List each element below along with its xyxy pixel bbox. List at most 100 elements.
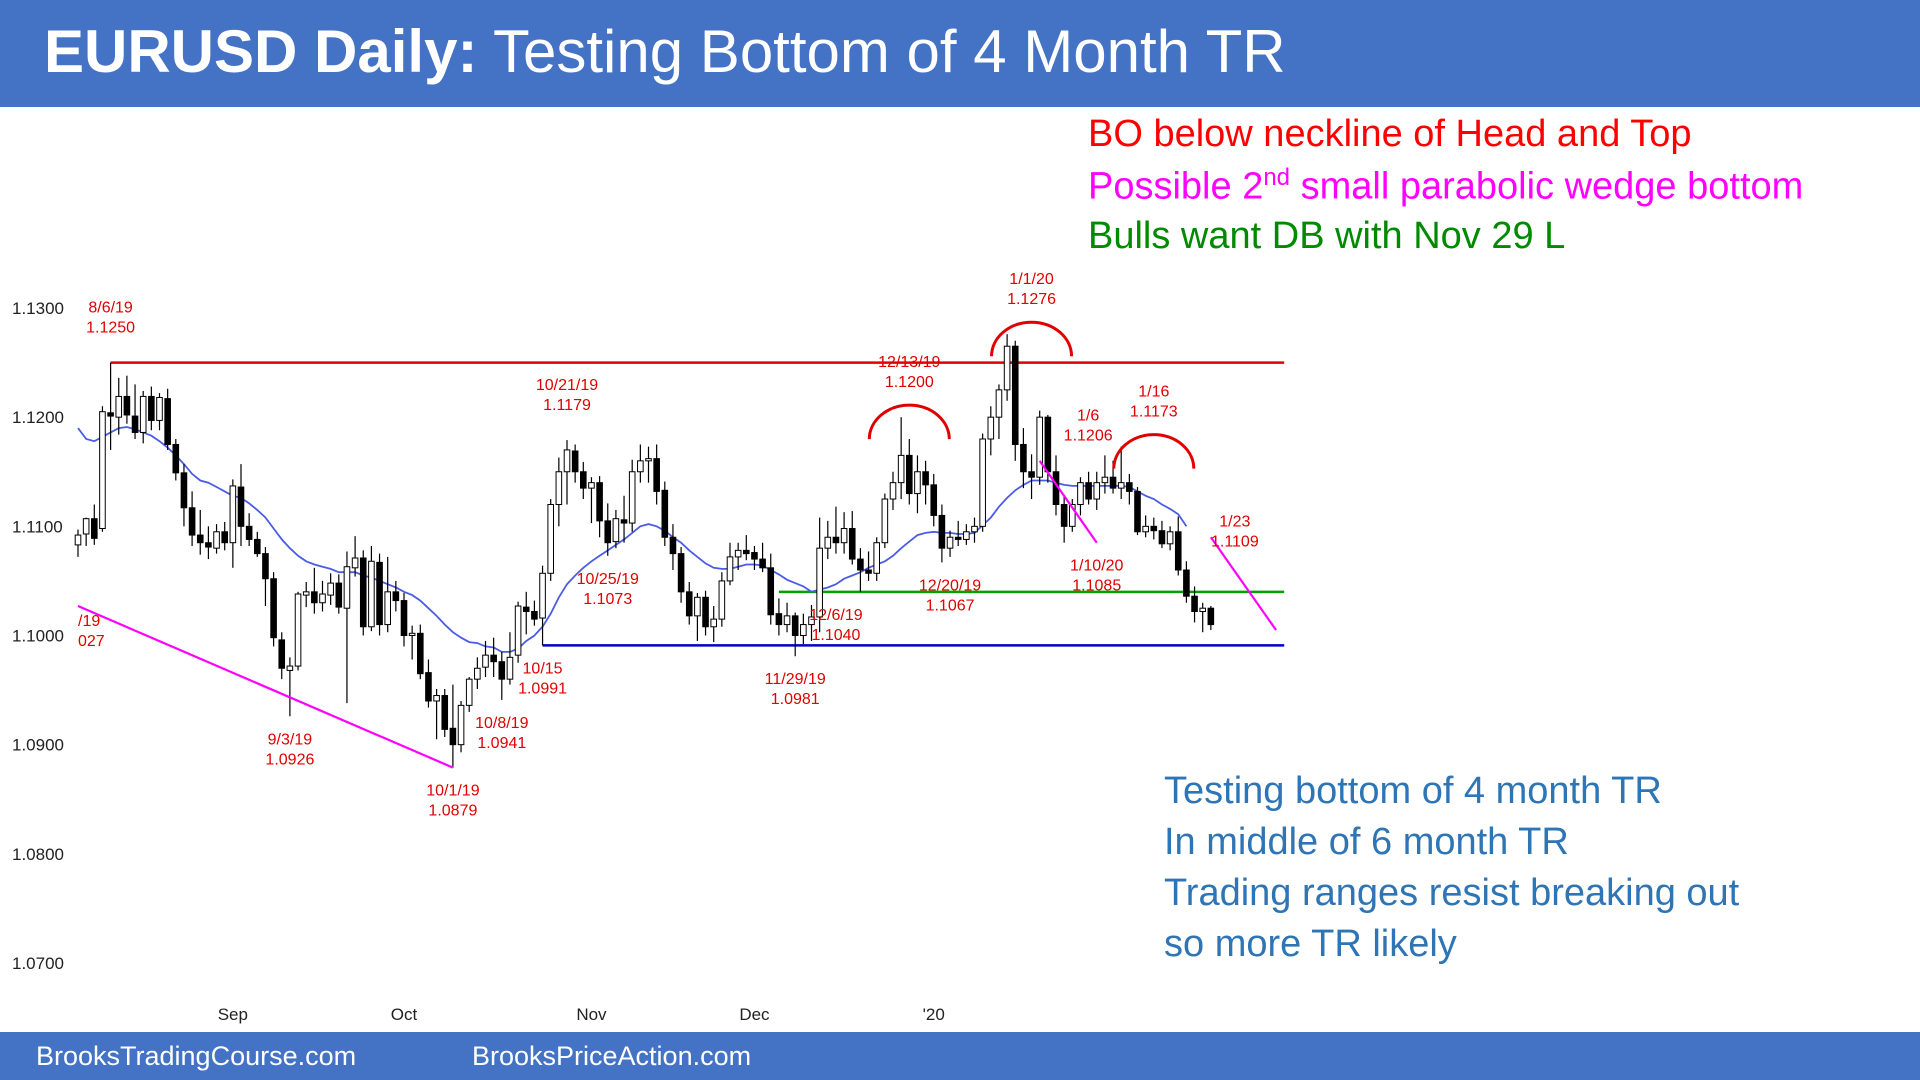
- candle-body: [270, 578, 277, 639]
- candle-body: [254, 538, 261, 555]
- swing-label: 1/1/20: [1009, 271, 1054, 288]
- candle-body: [824, 536, 832, 549]
- wedge-line: [1209, 536, 1277, 631]
- candle-body: [930, 484, 938, 516]
- y-tick-label: 1.1100: [12, 517, 63, 536]
- top-arc: [1112, 433, 1196, 469]
- candle-body: [563, 449, 571, 473]
- candle-body: [1142, 525, 1149, 533]
- candle-body: [832, 536, 840, 544]
- candle-body: [775, 613, 783, 626]
- candle-body: [734, 549, 742, 558]
- footer-link-trading-course[interactable]: BrooksTradingCourse.com: [36, 1041, 357, 1071]
- candle-body: [1117, 482, 1125, 489]
- candle-body: [685, 591, 693, 617]
- candle-body: [294, 593, 302, 667]
- note-text: In middle of 6 month TR: [1164, 821, 1569, 863]
- candle-body: [327, 582, 334, 596]
- candle-body: [262, 553, 269, 580]
- candle-body: [580, 471, 587, 489]
- candle-body: [449, 727, 457, 746]
- swing-label: 1/16: [1138, 384, 1169, 401]
- candle-body: [694, 596, 701, 617]
- candle-body: [156, 397, 163, 421]
- note-bottom-line-1: Testing bottom of 4 month TR: [1164, 770, 1662, 813]
- note-text: small parabolic wedge bottom: [1290, 165, 1804, 208]
- y-tick-label: 1.1300: [12, 299, 64, 318]
- swing-label: 1.1073: [583, 591, 632, 608]
- swing-label: 1.0991: [518, 680, 567, 697]
- candle-body: [620, 519, 628, 524]
- candle-body: [1166, 531, 1174, 545]
- swing-label: 8/6/19: [88, 300, 133, 317]
- x-tick-label: Sep: [218, 1005, 248, 1024]
- candle-body: [946, 536, 954, 549]
- candle-body: [718, 580, 726, 620]
- note-text: Bulls want DB with Nov 29 L: [1088, 215, 1566, 257]
- candle-body: [767, 567, 775, 616]
- candle-body: [400, 600, 408, 637]
- candle-body: [604, 520, 612, 544]
- candle-body: [1158, 530, 1166, 545]
- candle-body: [1207, 607, 1215, 626]
- candle-body: [107, 412, 114, 417]
- candle-body: [531, 610, 538, 620]
- note-bottom-line-3: Trading ranges resist breaking out: [1164, 872, 1740, 915]
- candle-body: [914, 471, 921, 495]
- candle-body: [343, 566, 351, 609]
- candle-body: [465, 678, 473, 706]
- candle-body: [702, 596, 709, 628]
- ema-line: [77, 426, 1188, 653]
- candle-body: [74, 534, 82, 546]
- candle-body: [1003, 345, 1011, 391]
- candle-body: [816, 547, 823, 618]
- candle-body: [588, 482, 595, 489]
- x-tick-label: Dec: [739, 1005, 770, 1024]
- candle-body: [865, 569, 872, 574]
- swing-label: 10/25/19: [577, 571, 639, 588]
- footer-link-price-action[interactable]: BrooksPriceAction.com: [472, 1041, 752, 1071]
- candle-body: [408, 632, 416, 636]
- candle-body: [1069, 504, 1076, 527]
- top-arc: [867, 403, 951, 440]
- note-text: Trading ranges resist breaking out: [1164, 872, 1740, 914]
- swing-label: 1.1200: [885, 374, 934, 391]
- swing-label: 1/10/20: [1070, 558, 1123, 575]
- swing-label: 9/3/19: [268, 731, 313, 748]
- swing-label: /19: [78, 613, 100, 630]
- candle-body: [148, 395, 155, 421]
- y-tick-label: 1.0900: [12, 736, 64, 755]
- x-tick-label: Oct: [391, 1005, 418, 1024]
- note-text: so more TR likely: [1164, 923, 1457, 965]
- swing-label: 1.0879: [428, 803, 477, 820]
- candle-body: [278, 639, 286, 669]
- swing-label: 1.0926: [265, 751, 314, 768]
- candle-body: [319, 593, 326, 604]
- candle-body: [131, 415, 139, 433]
- y-tick-label: 1.1200: [12, 408, 64, 427]
- x-tick-label: Nov: [576, 1005, 607, 1024]
- candle-body: [726, 556, 734, 582]
- candle-body: [221, 531, 228, 544]
- candle-body: [995, 389, 1003, 418]
- note-double-bottom: Bulls want DB with Nov 29 L: [1088, 215, 1566, 258]
- candle-body: [881, 498, 889, 544]
- candle-body: [1036, 416, 1044, 478]
- candle-body: [906, 454, 913, 495]
- note-bottom-line-4: so more TR likely: [1164, 923, 1457, 966]
- candle-body: [791, 615, 799, 637]
- candle-body: [848, 528, 856, 560]
- candle-body: [368, 560, 375, 628]
- note-bottom-line-2: In middle of 6 month TR: [1164, 821, 1569, 864]
- candle-body: [1011, 345, 1019, 445]
- candle-body: [743, 549, 750, 555]
- swing-label: 1.1276: [1007, 291, 1056, 308]
- candle-body: [417, 632, 424, 675]
- swing-label: 1.1109: [1211, 534, 1259, 551]
- candle-body: [514, 605, 522, 656]
- swing-label: 10/1/19: [426, 783, 479, 800]
- candlestick-chart: 1.1300 1.1200 1.1100 1.1000 1.0900 1.0800 1.07…: [12, 271, 1285, 1024]
- candle-body: [91, 518, 98, 539]
- candle-body: [498, 661, 506, 680]
- candle-body: [1085, 482, 1092, 500]
